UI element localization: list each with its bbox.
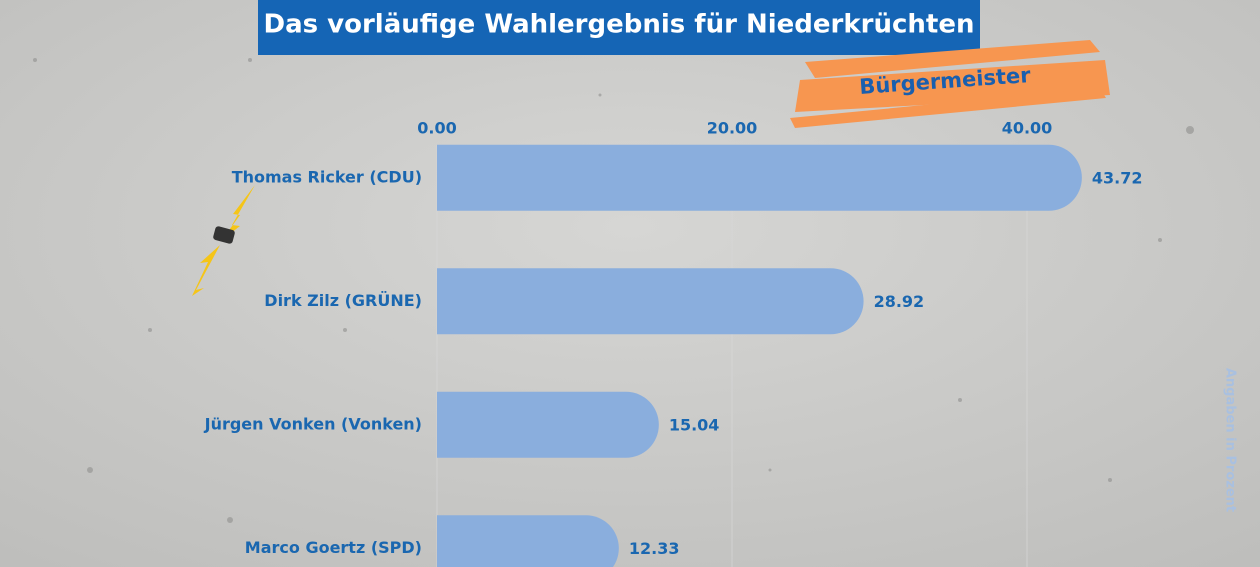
bar (437, 391, 659, 458)
subtitle-brush (790, 40, 1110, 128)
texture (33, 58, 1194, 523)
bar (437, 515, 619, 567)
value-label: 12.33 (629, 539, 680, 558)
chart-title: Das vorläufige Wahlergebnis für Niederkr… (264, 10, 975, 40)
value-label: 28.92 (874, 292, 925, 311)
value-label: 15.04 (669, 415, 720, 434)
vs-icon (192, 185, 255, 296)
y-tick-label: Marco Goertz (SPD) (245, 538, 422, 557)
x-tick-label: 40.00 (1002, 119, 1053, 138)
y-tick-label: Jürgen Vonken (Vonken) (204, 414, 422, 433)
value-label: 43.72 (1092, 168, 1143, 187)
y-tick-label: Thomas Ricker (CDU) (232, 167, 422, 186)
y-tick-label: Dirk Zilz (GRÜNE) (264, 291, 422, 310)
note: Angaben in Prozent (1223, 368, 1238, 512)
x-tick-label: 0.00 (417, 119, 456, 138)
bar (437, 268, 864, 335)
x-tick-label: 20.00 (707, 119, 758, 138)
title-box (258, 0, 980, 55)
bar (437, 144, 1082, 211)
